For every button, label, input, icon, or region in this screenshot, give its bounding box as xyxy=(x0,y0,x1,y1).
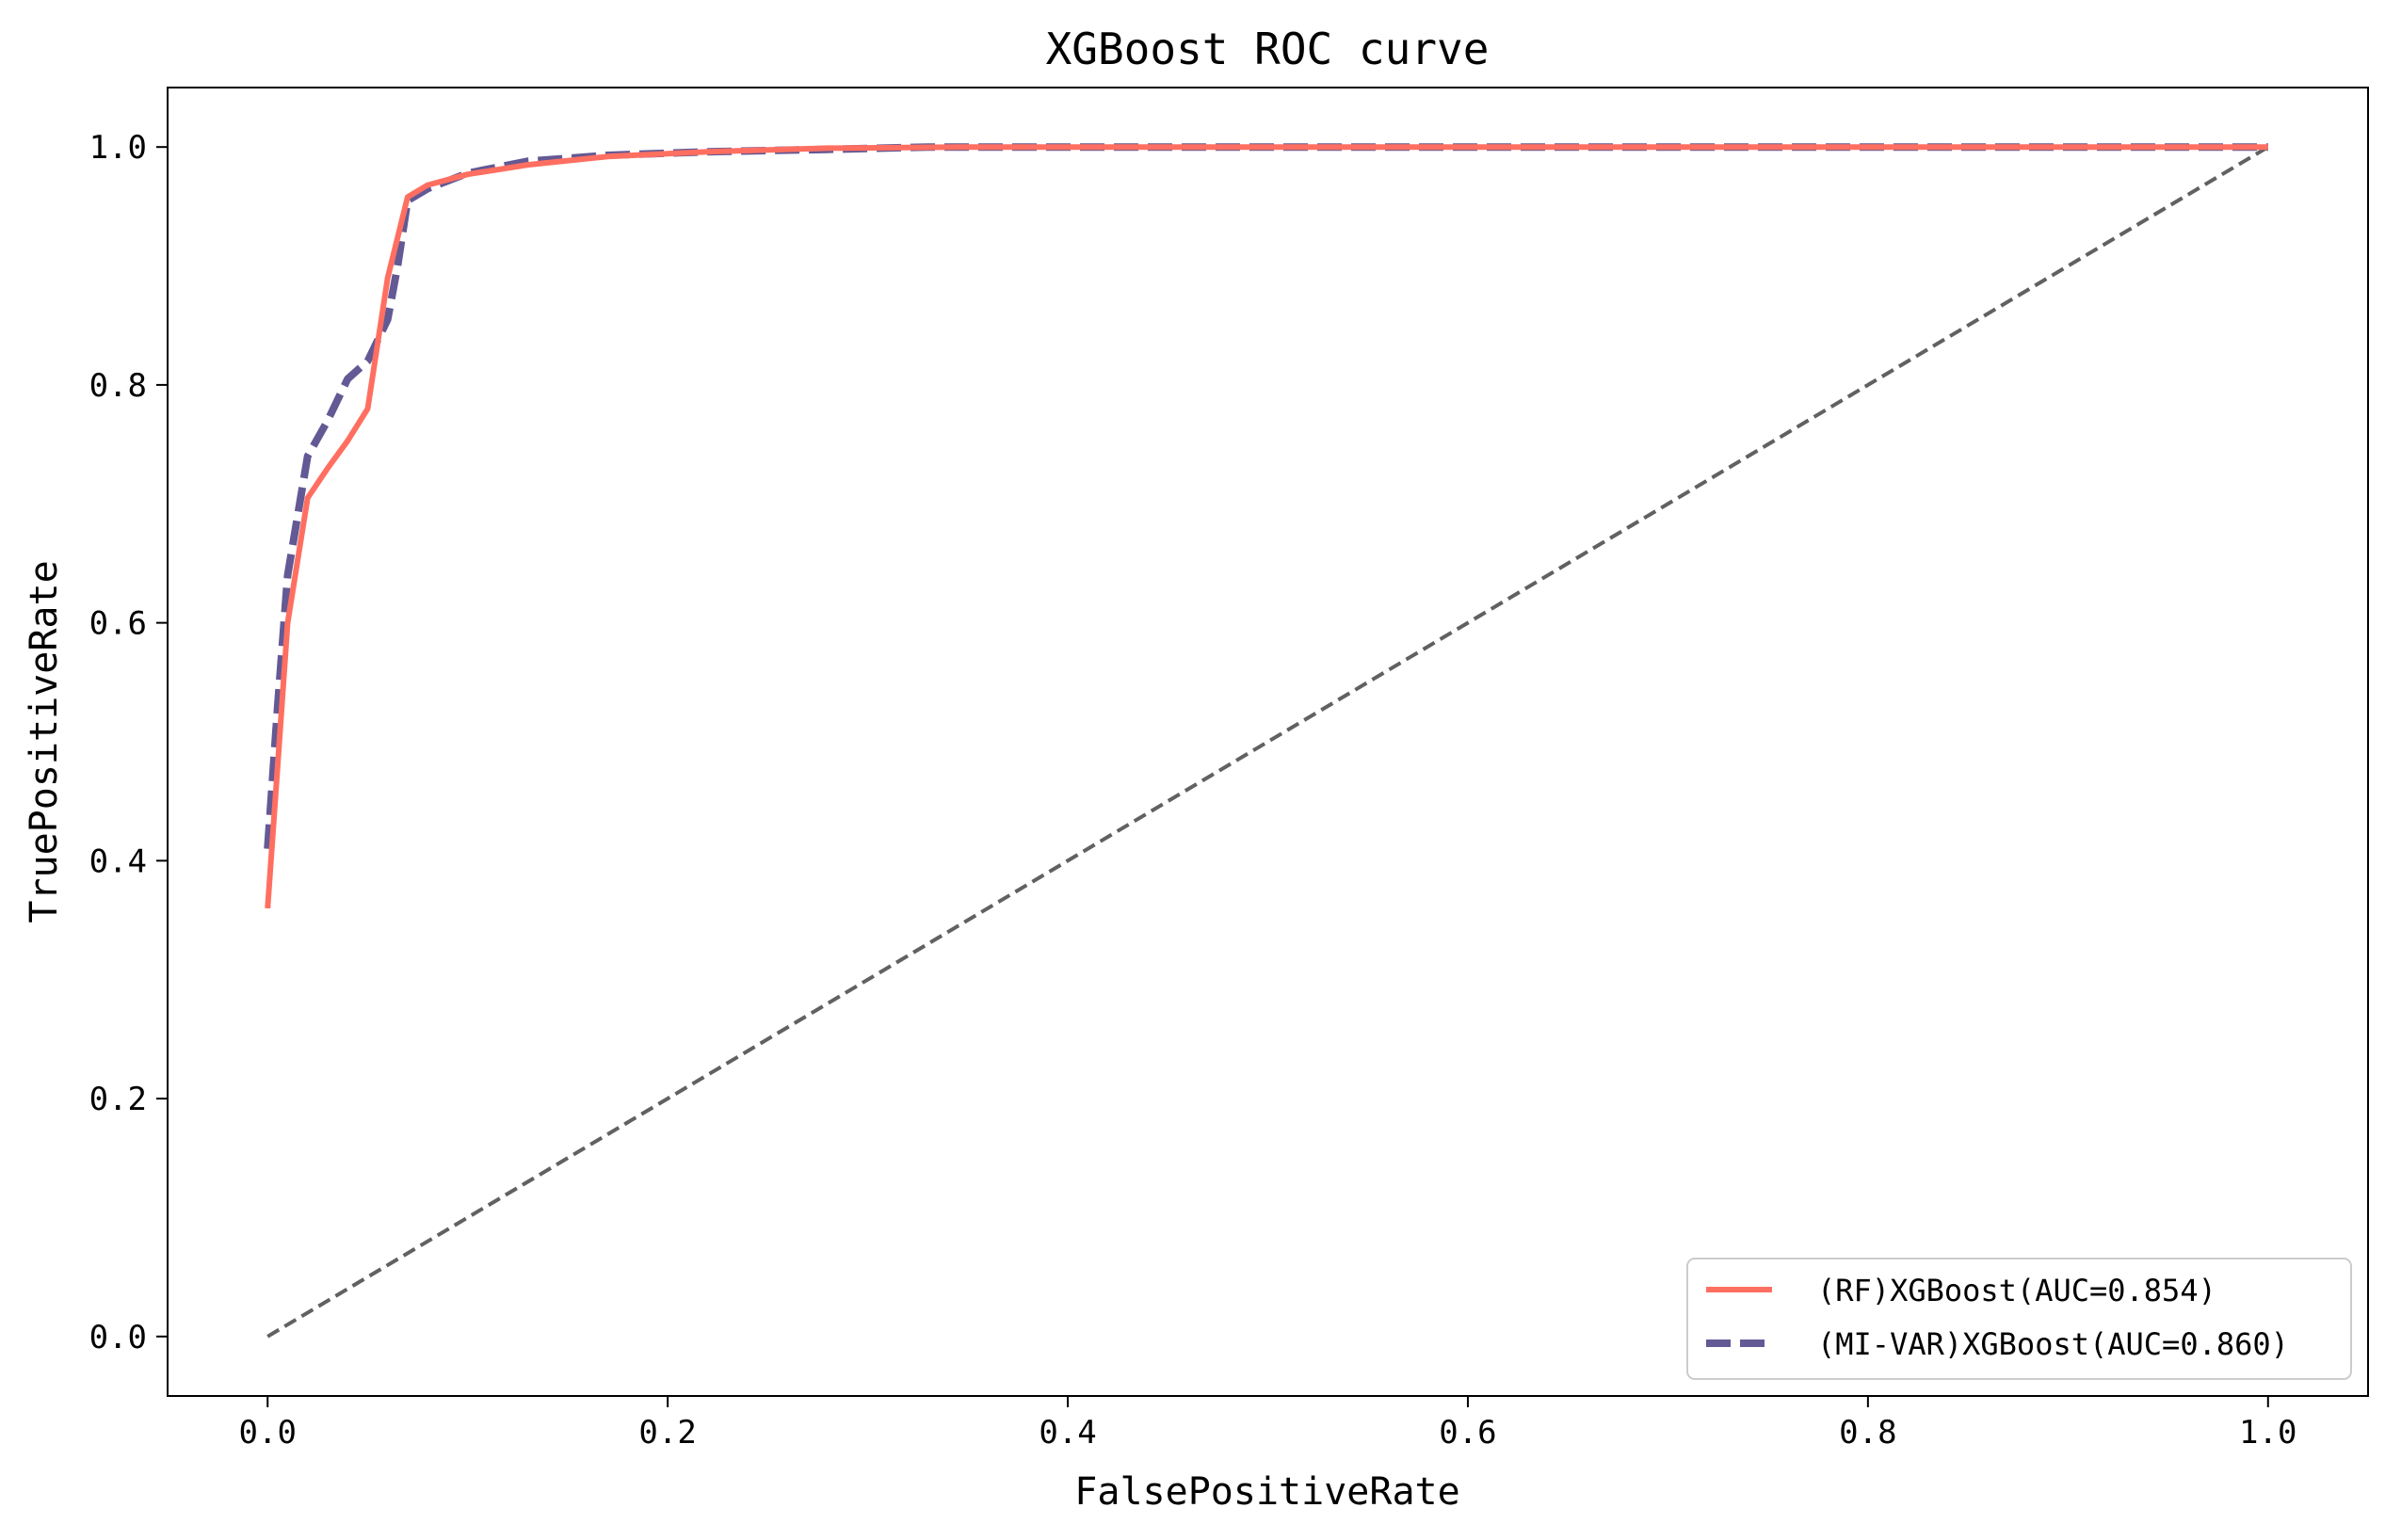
chart-title: XGBoost ROC curve xyxy=(1046,24,1490,74)
y-tick-label: 0.8 xyxy=(89,367,147,405)
y-tick-label: 0.4 xyxy=(89,842,147,880)
chance-diagonal-line xyxy=(266,145,2269,1339)
rf-series-line xyxy=(265,144,2268,909)
x-tick-label: 0.2 xyxy=(638,1414,696,1452)
x-tick-label: 0.4 xyxy=(1039,1414,1096,1452)
legend: (RF)XGBoost(AUC=0.854) (MI-VAR)XGBoost(A… xyxy=(1686,1258,2352,1380)
y-tick-label: 0.6 xyxy=(89,605,147,643)
legend-label-mi-var: (MI-VAR)XGBoost(AUC=0.860) xyxy=(1817,1326,2289,1362)
y-axis-label: TruePositiveRate xyxy=(23,560,66,922)
x-tick-label: 1.0 xyxy=(2239,1414,2296,1452)
x-axis-label: FalsePositiveRate xyxy=(1074,1470,1459,1514)
y-tick-label: 0.2 xyxy=(89,1081,147,1118)
y-tick-label: 0.0 xyxy=(89,1319,147,1356)
x-tick-label: 0.8 xyxy=(1839,1414,1896,1452)
x-tick-label: 0.0 xyxy=(239,1414,297,1452)
plot-area-frame xyxy=(167,87,2369,1397)
x-tick-label: 0.6 xyxy=(1439,1414,1496,1452)
y-tick-label: 1.0 xyxy=(89,129,147,167)
legend-box xyxy=(1686,1258,2352,1380)
legend-label-rf: (RF)XGBoost(AUC=0.854) xyxy=(1817,1273,2216,1308)
